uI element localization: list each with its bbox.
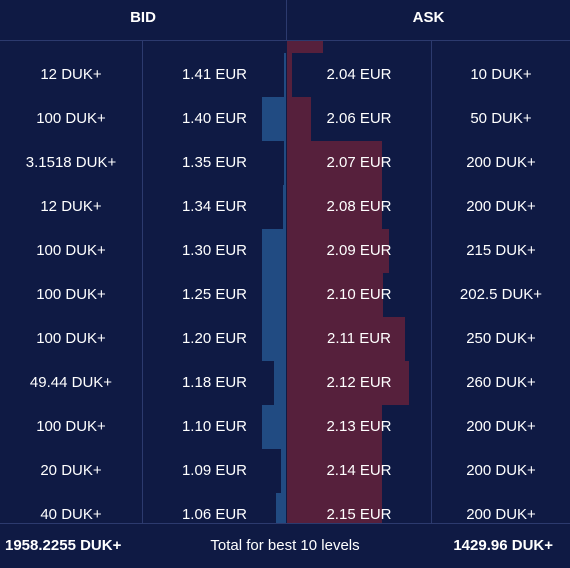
bid-quantity[interactable]: 100 DUK+ xyxy=(36,110,106,127)
order-book-header: BID ASK xyxy=(0,0,570,41)
ask-quantity[interactable]: 10 DUK+ xyxy=(470,66,532,83)
ask-quantity[interactable]: 200 DUK+ xyxy=(466,154,536,171)
bid-quantity[interactable]: 100 DUK+ xyxy=(36,330,106,347)
bid-header: BID xyxy=(130,9,156,26)
bid-depth-bar xyxy=(284,53,286,97)
bid-depth-bar xyxy=(283,185,286,229)
column-divider xyxy=(431,41,432,523)
ask-quantity[interactable]: 200 DUK+ xyxy=(466,198,536,215)
bid-depth-bar xyxy=(281,449,286,493)
order-book-rows: 12 DUK+ 1.41 EUR 2.04 EUR 10 DUK+ 100 DUK+ 1.… xyxy=(25,41,543,523)
ask-depth-bar xyxy=(287,493,382,523)
bid-quantity[interactable]: 12 DUK+ xyxy=(40,198,102,215)
ask-price[interactable]: 2.09 EUR xyxy=(326,242,392,259)
bid-price[interactable]: 1.10 EUR xyxy=(181,418,248,435)
bid-depth-bar xyxy=(262,317,286,361)
ask-quantity[interactable]: 215 DUK+ xyxy=(466,242,536,259)
bid-quantity[interactable]: 3.1518 DUK+ xyxy=(25,154,117,171)
bid-depth-bar xyxy=(262,273,286,317)
ask-depth-bar xyxy=(287,361,409,405)
ask-quantity[interactable]: 250 DUK+ xyxy=(466,330,536,347)
bid-price[interactable]: 1.40 EUR xyxy=(181,110,248,127)
bid-price[interactable]: 1.09 EUR xyxy=(181,462,248,479)
bid-price[interactable]: 1.30 EUR xyxy=(181,242,248,259)
ask-quantity[interactable]: 260 DUK+ xyxy=(466,374,536,391)
ask-depth-bar xyxy=(287,273,383,317)
bid-price[interactable]: 1.25 EUR xyxy=(181,286,248,303)
bid-depth-bar xyxy=(284,141,286,185)
ask-quantity[interactable]: 200 DUK+ xyxy=(466,506,536,523)
ask-quantity[interactable]: 202.5 DUK+ xyxy=(459,286,543,303)
ask-depth-bar xyxy=(287,97,311,141)
bid-price[interactable]: 1.18 EUR xyxy=(181,374,248,391)
ask-depth-bar xyxy=(287,229,389,273)
ask-price[interactable]: 2.07 EUR xyxy=(326,154,392,171)
ask-price[interactable]: 2.04 EUR xyxy=(326,66,392,83)
header-divider xyxy=(286,0,287,40)
ask-price[interactable]: 2.08 EUR xyxy=(326,198,392,215)
ask-depth-bar-partial xyxy=(287,41,323,53)
ask-depth-bar xyxy=(287,185,382,229)
bid-depth-bar xyxy=(276,493,286,523)
bid-price[interactable]: 1.06 EUR xyxy=(181,506,248,523)
ask-depth-bar xyxy=(287,53,292,97)
ask-price[interactable]: 2.13 EUR xyxy=(326,418,392,435)
ask-quantity[interactable]: 200 DUK+ xyxy=(466,418,536,435)
ask-depth-bar xyxy=(287,405,382,449)
bid-price[interactable]: 1.34 EUR xyxy=(181,198,248,215)
ask-depth-bar xyxy=(287,317,405,361)
order-book-footer: 1958.2255 DUK+ Total for best 10 levels … xyxy=(0,523,570,559)
bid-quantity[interactable]: 100 DUK+ xyxy=(36,242,106,259)
bid-quantity[interactable]: 12 DUK+ xyxy=(40,66,102,83)
ask-depth-bar xyxy=(287,449,382,493)
bid-depth-bar xyxy=(262,405,286,449)
bid-quantity[interactable]: 20 DUK+ xyxy=(40,462,102,479)
ask-quantity[interactable]: 50 DUK+ xyxy=(470,110,532,127)
bid-depth-bar xyxy=(262,229,286,273)
ask-price[interactable]: 2.12 EUR xyxy=(326,374,392,391)
bid-quantity[interactable]: 49.44 DUK+ xyxy=(29,374,113,391)
ask-price[interactable]: 2.14 EUR xyxy=(326,462,392,479)
bid-depth-bar xyxy=(274,361,286,405)
bid-quantity[interactable]: 100 DUK+ xyxy=(36,286,106,303)
bid-quantity[interactable]: 100 DUK+ xyxy=(36,418,106,435)
bid-total: 1958.2255 DUK+ xyxy=(5,537,122,554)
bid-depth-bar xyxy=(262,97,286,141)
ask-quantity[interactable]: 200 DUK+ xyxy=(466,462,536,479)
ask-price[interactable]: 2.15 EUR xyxy=(326,506,392,523)
total-label: Total for best 10 levels xyxy=(210,537,360,554)
bid-quantity[interactable]: 40 DUK+ xyxy=(40,506,102,523)
ask-depth-bar xyxy=(287,141,382,185)
ask-price[interactable]: 2.10 EUR xyxy=(326,286,392,303)
bid-price[interactable]: 1.20 EUR xyxy=(181,330,248,347)
column-divider xyxy=(142,41,143,523)
ask-total: 1429.96 DUK+ xyxy=(453,537,553,554)
bid-price[interactable]: 1.41 EUR xyxy=(181,66,248,83)
bid-price[interactable]: 1.35 EUR xyxy=(181,154,248,171)
ask-header: ASK xyxy=(412,9,445,26)
ask-price[interactable]: 2.06 EUR xyxy=(326,110,392,127)
ask-price[interactable]: 2.11 EUR xyxy=(327,330,391,347)
